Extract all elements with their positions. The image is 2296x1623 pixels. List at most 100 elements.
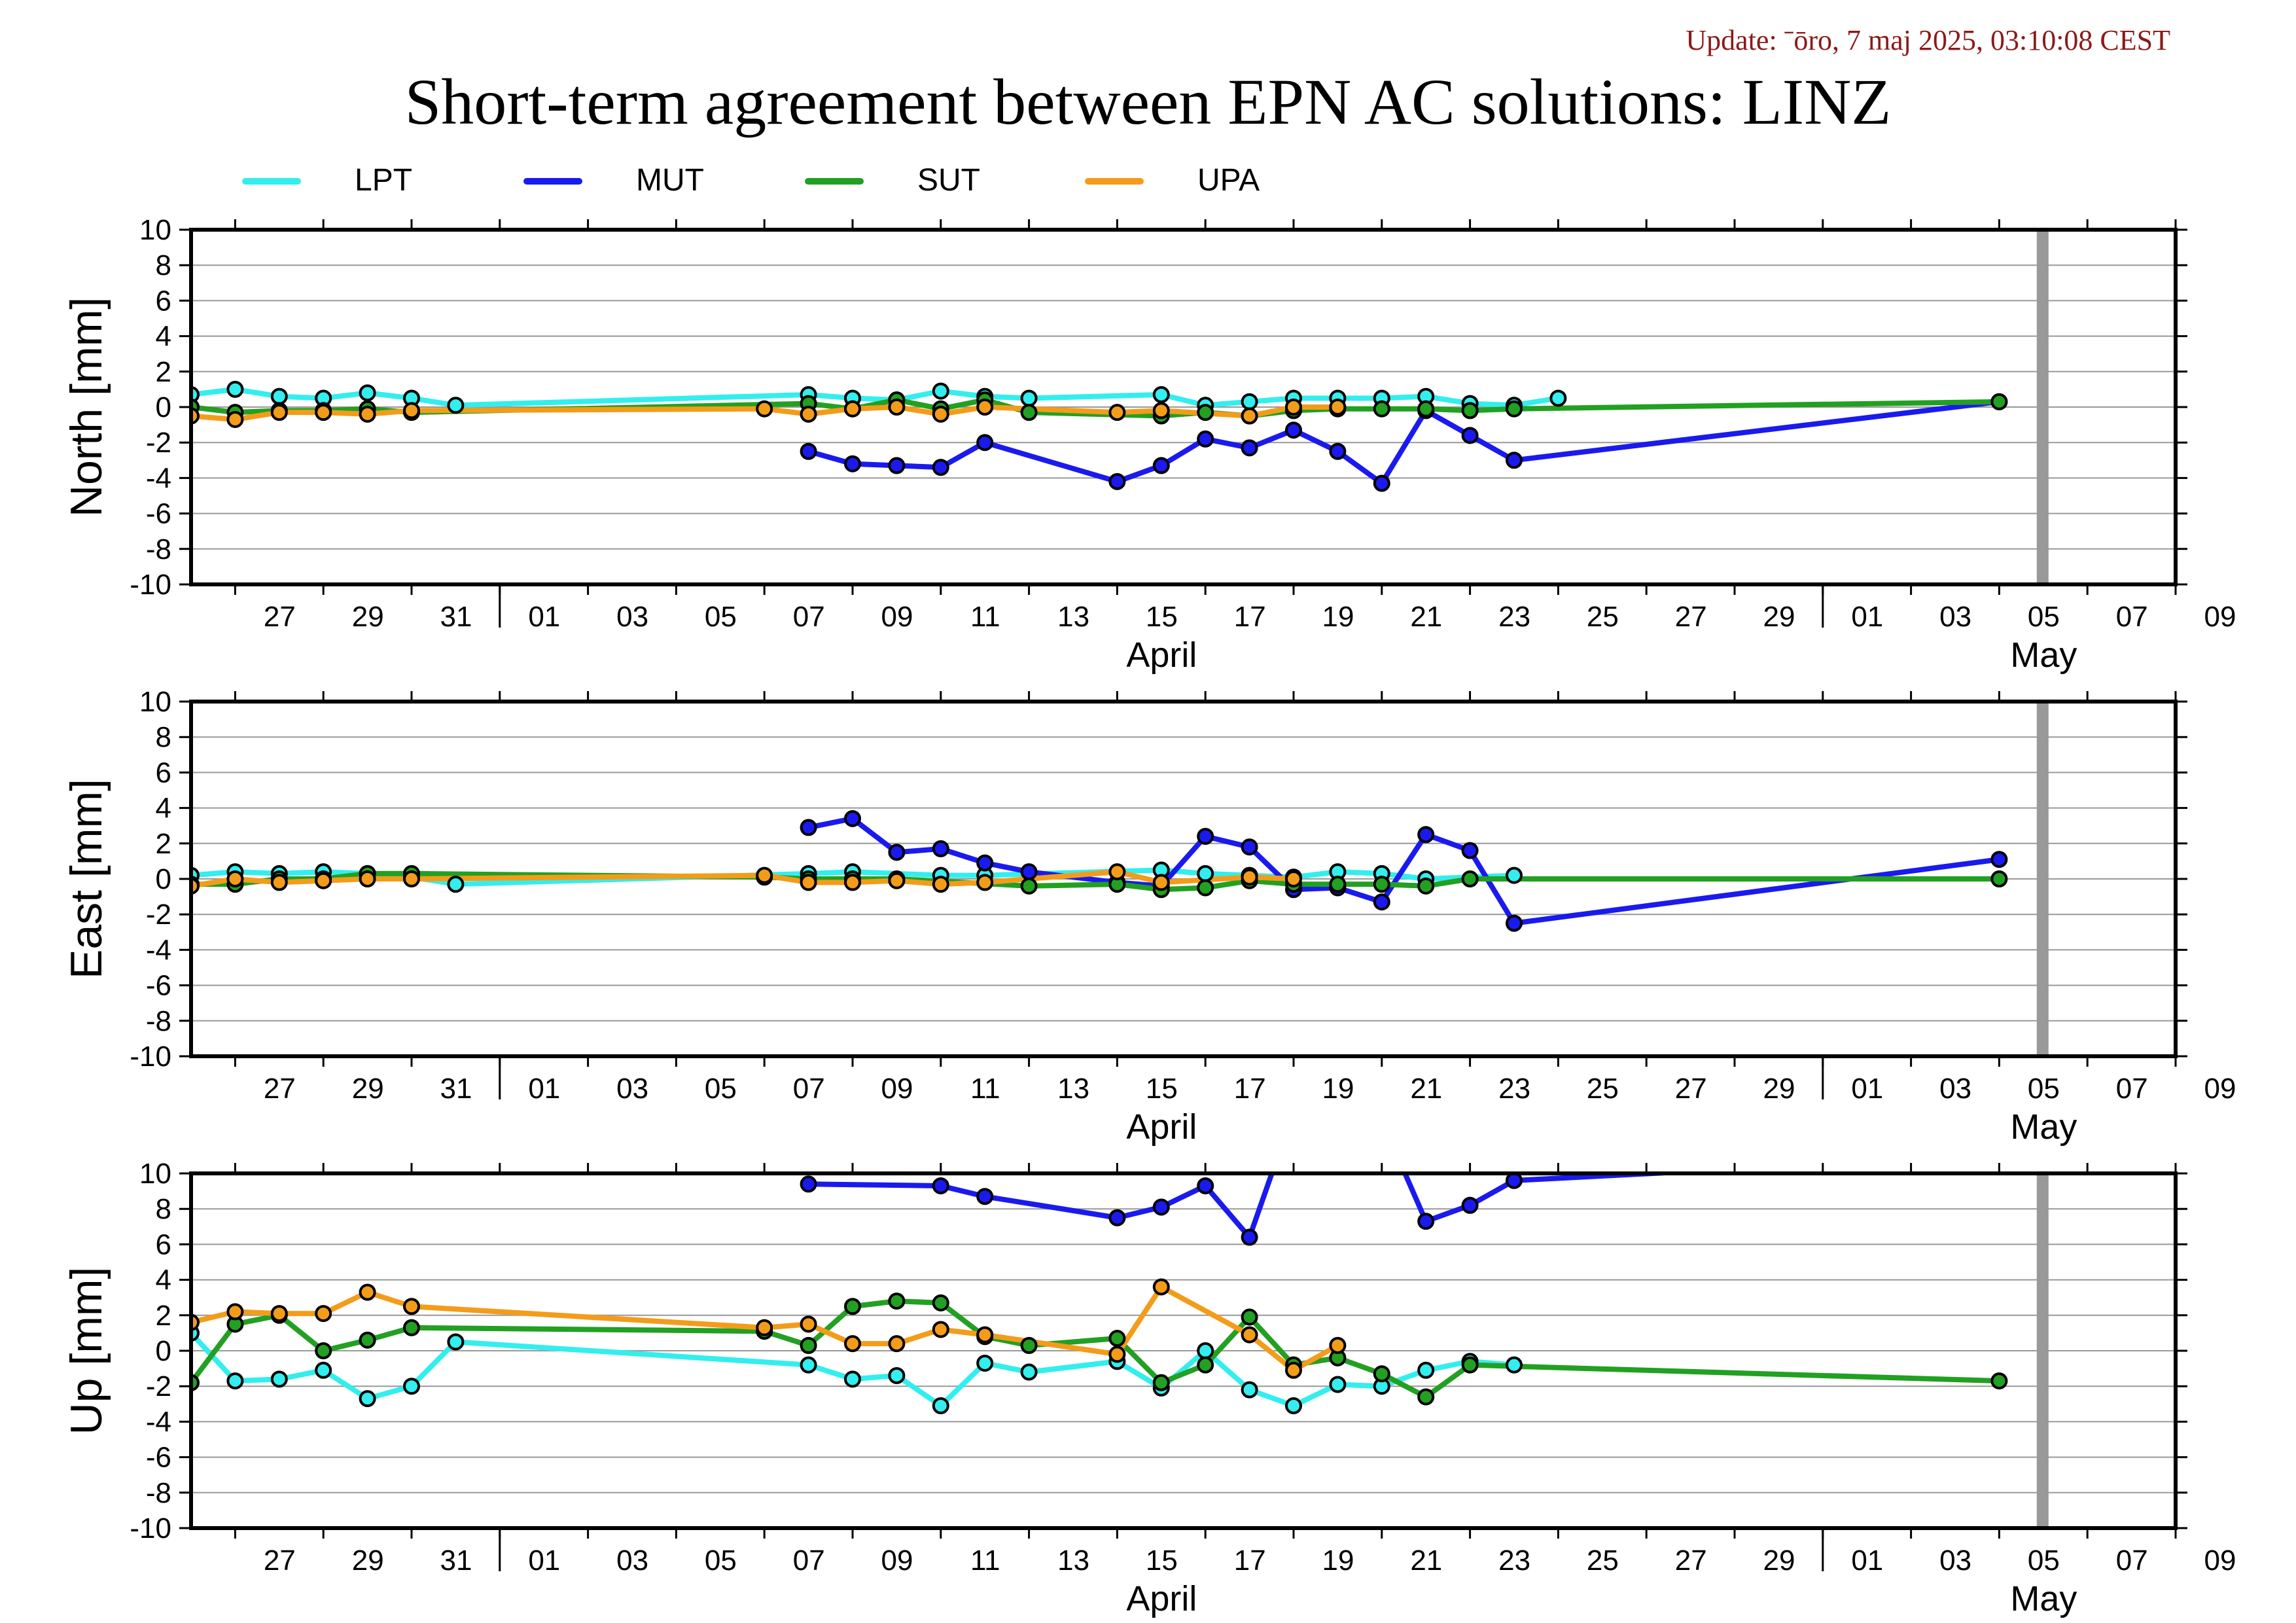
data-point-upa	[932, 876, 949, 893]
legend-swatch-upa	[1085, 178, 1144, 185]
y-tick-label: -6	[146, 1442, 171, 1474]
data-point-lpt	[447, 397, 465, 414]
data-point-mut	[800, 819, 817, 836]
x-tick-label: 25	[1587, 601, 1619, 633]
data-point-upa	[315, 404, 332, 421]
data-point-mut	[932, 459, 949, 476]
data-point-mut	[1373, 474, 1390, 492]
series-line-upa	[191, 869, 1296, 889]
data-point-sut	[315, 1342, 332, 1359]
y-tick-label: 8	[156, 721, 171, 753]
data-point-upa	[800, 874, 817, 891]
data-point-lpt	[1417, 1361, 1435, 1379]
data-point-sut	[1461, 1356, 1479, 1374]
data-point-sut	[1373, 1365, 1390, 1383]
data-point-lpt	[447, 1333, 465, 1351]
data-point-lpt	[359, 384, 376, 402]
data-point-mut	[844, 455, 861, 473]
x-tick-label: 03	[616, 601, 648, 633]
data-point-upa	[359, 1283, 376, 1301]
data-point-upa	[270, 404, 288, 421]
x-tick-label: 27	[1675, 1073, 1707, 1105]
data-point-sut	[1329, 876, 1347, 893]
data-point-sut	[1020, 877, 1038, 895]
x-tick-label: 05	[2028, 1544, 2060, 1577]
data-point-mut	[1152, 457, 1170, 474]
data-point-mut	[1417, 1213, 1435, 1230]
x-tick-label: 17	[1234, 1544, 1266, 1577]
data-point-upa	[359, 870, 376, 887]
x-tick-label: 09	[2204, 1073, 2236, 1105]
data-point-upa	[226, 410, 244, 428]
series-line-mut	[805, 399, 2002, 486]
x-tick-label: 03	[1939, 1544, 1971, 1577]
current-date-marker	[2036, 230, 2049, 584]
data-point-upa	[932, 1321, 949, 1338]
y-tick-label: 10	[139, 214, 171, 246]
data-point-upa	[800, 405, 817, 423]
data-point-sut	[1417, 400, 1435, 418]
data-point-upa	[315, 872, 332, 889]
data-point-mut	[1992, 1149, 2006, 1163]
plot-frame	[189, 1171, 2178, 1530]
y-tick-label: 8	[156, 1193, 171, 1225]
data-point-sut	[403, 1319, 420, 1336]
x-tick-label: 13	[1057, 1544, 1089, 1577]
y-tick-label: 0	[156, 863, 171, 895]
data-point-lpt	[1549, 389, 1567, 407]
legend-swatch-mut	[523, 178, 582, 185]
data-point-sut	[1197, 404, 1214, 421]
data-point-lpt	[359, 1390, 376, 1408]
data-point-upa	[359, 405, 376, 423]
data-point-lpt	[1506, 1356, 1523, 1374]
data-point-mut	[800, 1175, 817, 1193]
x-tick-label: 09	[881, 1073, 913, 1105]
x-tick-label: 17	[1234, 601, 1266, 633]
data-point-lpt	[976, 1354, 994, 1372]
x-tick-label: 15	[1146, 1544, 1178, 1577]
month-label: May	[2010, 1107, 2077, 1147]
legend-label-lpt: LPT	[355, 163, 413, 198]
data-point-sut	[1373, 876, 1390, 893]
x-tick-label: 11	[970, 601, 1000, 633]
data-point-upa	[756, 866, 773, 884]
data-point-upa	[976, 1326, 994, 1344]
x-tick-label: 03	[616, 1073, 648, 1105]
data-point-upa	[888, 1335, 906, 1353]
legend-swatch-lpt	[242, 178, 301, 185]
data-point-upa	[756, 400, 773, 418]
data-point-mut	[1241, 838, 1258, 856]
y-tick-label: 4	[156, 793, 171, 825]
plot-frame	[189, 228, 2178, 586]
y-tick-label: 10	[139, 1158, 171, 1190]
data-point-mut	[932, 1177, 949, 1194]
x-tick-label: 01	[528, 601, 560, 633]
data-point-upa	[888, 399, 906, 416]
data-point-upa	[1152, 1278, 1170, 1296]
data-point-lpt	[403, 1378, 420, 1395]
y-tick-label: 10	[139, 686, 171, 718]
data-point-upa	[1241, 868, 1258, 886]
update-timestamp: Update: ˉōro, 7 maj 2025, 03:10:08 CEST	[1686, 24, 2170, 56]
data-point-lpt	[1152, 386, 1170, 404]
data-point-sut	[1108, 1330, 1126, 1347]
x-tick-label: 17	[1234, 1073, 1266, 1105]
month-label: May	[2010, 1579, 2077, 1618]
x-tick-label: 19	[1322, 601, 1354, 633]
data-point-mut	[1020, 863, 1038, 881]
y-tick-label: -10	[130, 1041, 171, 1073]
data-point-sut	[1417, 1388, 1435, 1406]
data-point-mut	[1461, 842, 1479, 859]
y-tick-label: -8	[146, 533, 171, 565]
y-tick-label: 6	[156, 285, 171, 317]
data-point-upa	[932, 405, 949, 423]
y-tick-label: 2	[156, 1300, 171, 1332]
x-tick-label: 01	[1851, 1073, 1883, 1105]
data-point-mut	[1506, 452, 1523, 469]
data-point-mut	[1152, 1198, 1170, 1216]
data-point-lpt	[844, 1370, 861, 1388]
data-point-upa	[1152, 402, 1170, 419]
x-tick-label: 25	[1587, 1073, 1619, 1105]
data-point-mut	[976, 854, 994, 872]
